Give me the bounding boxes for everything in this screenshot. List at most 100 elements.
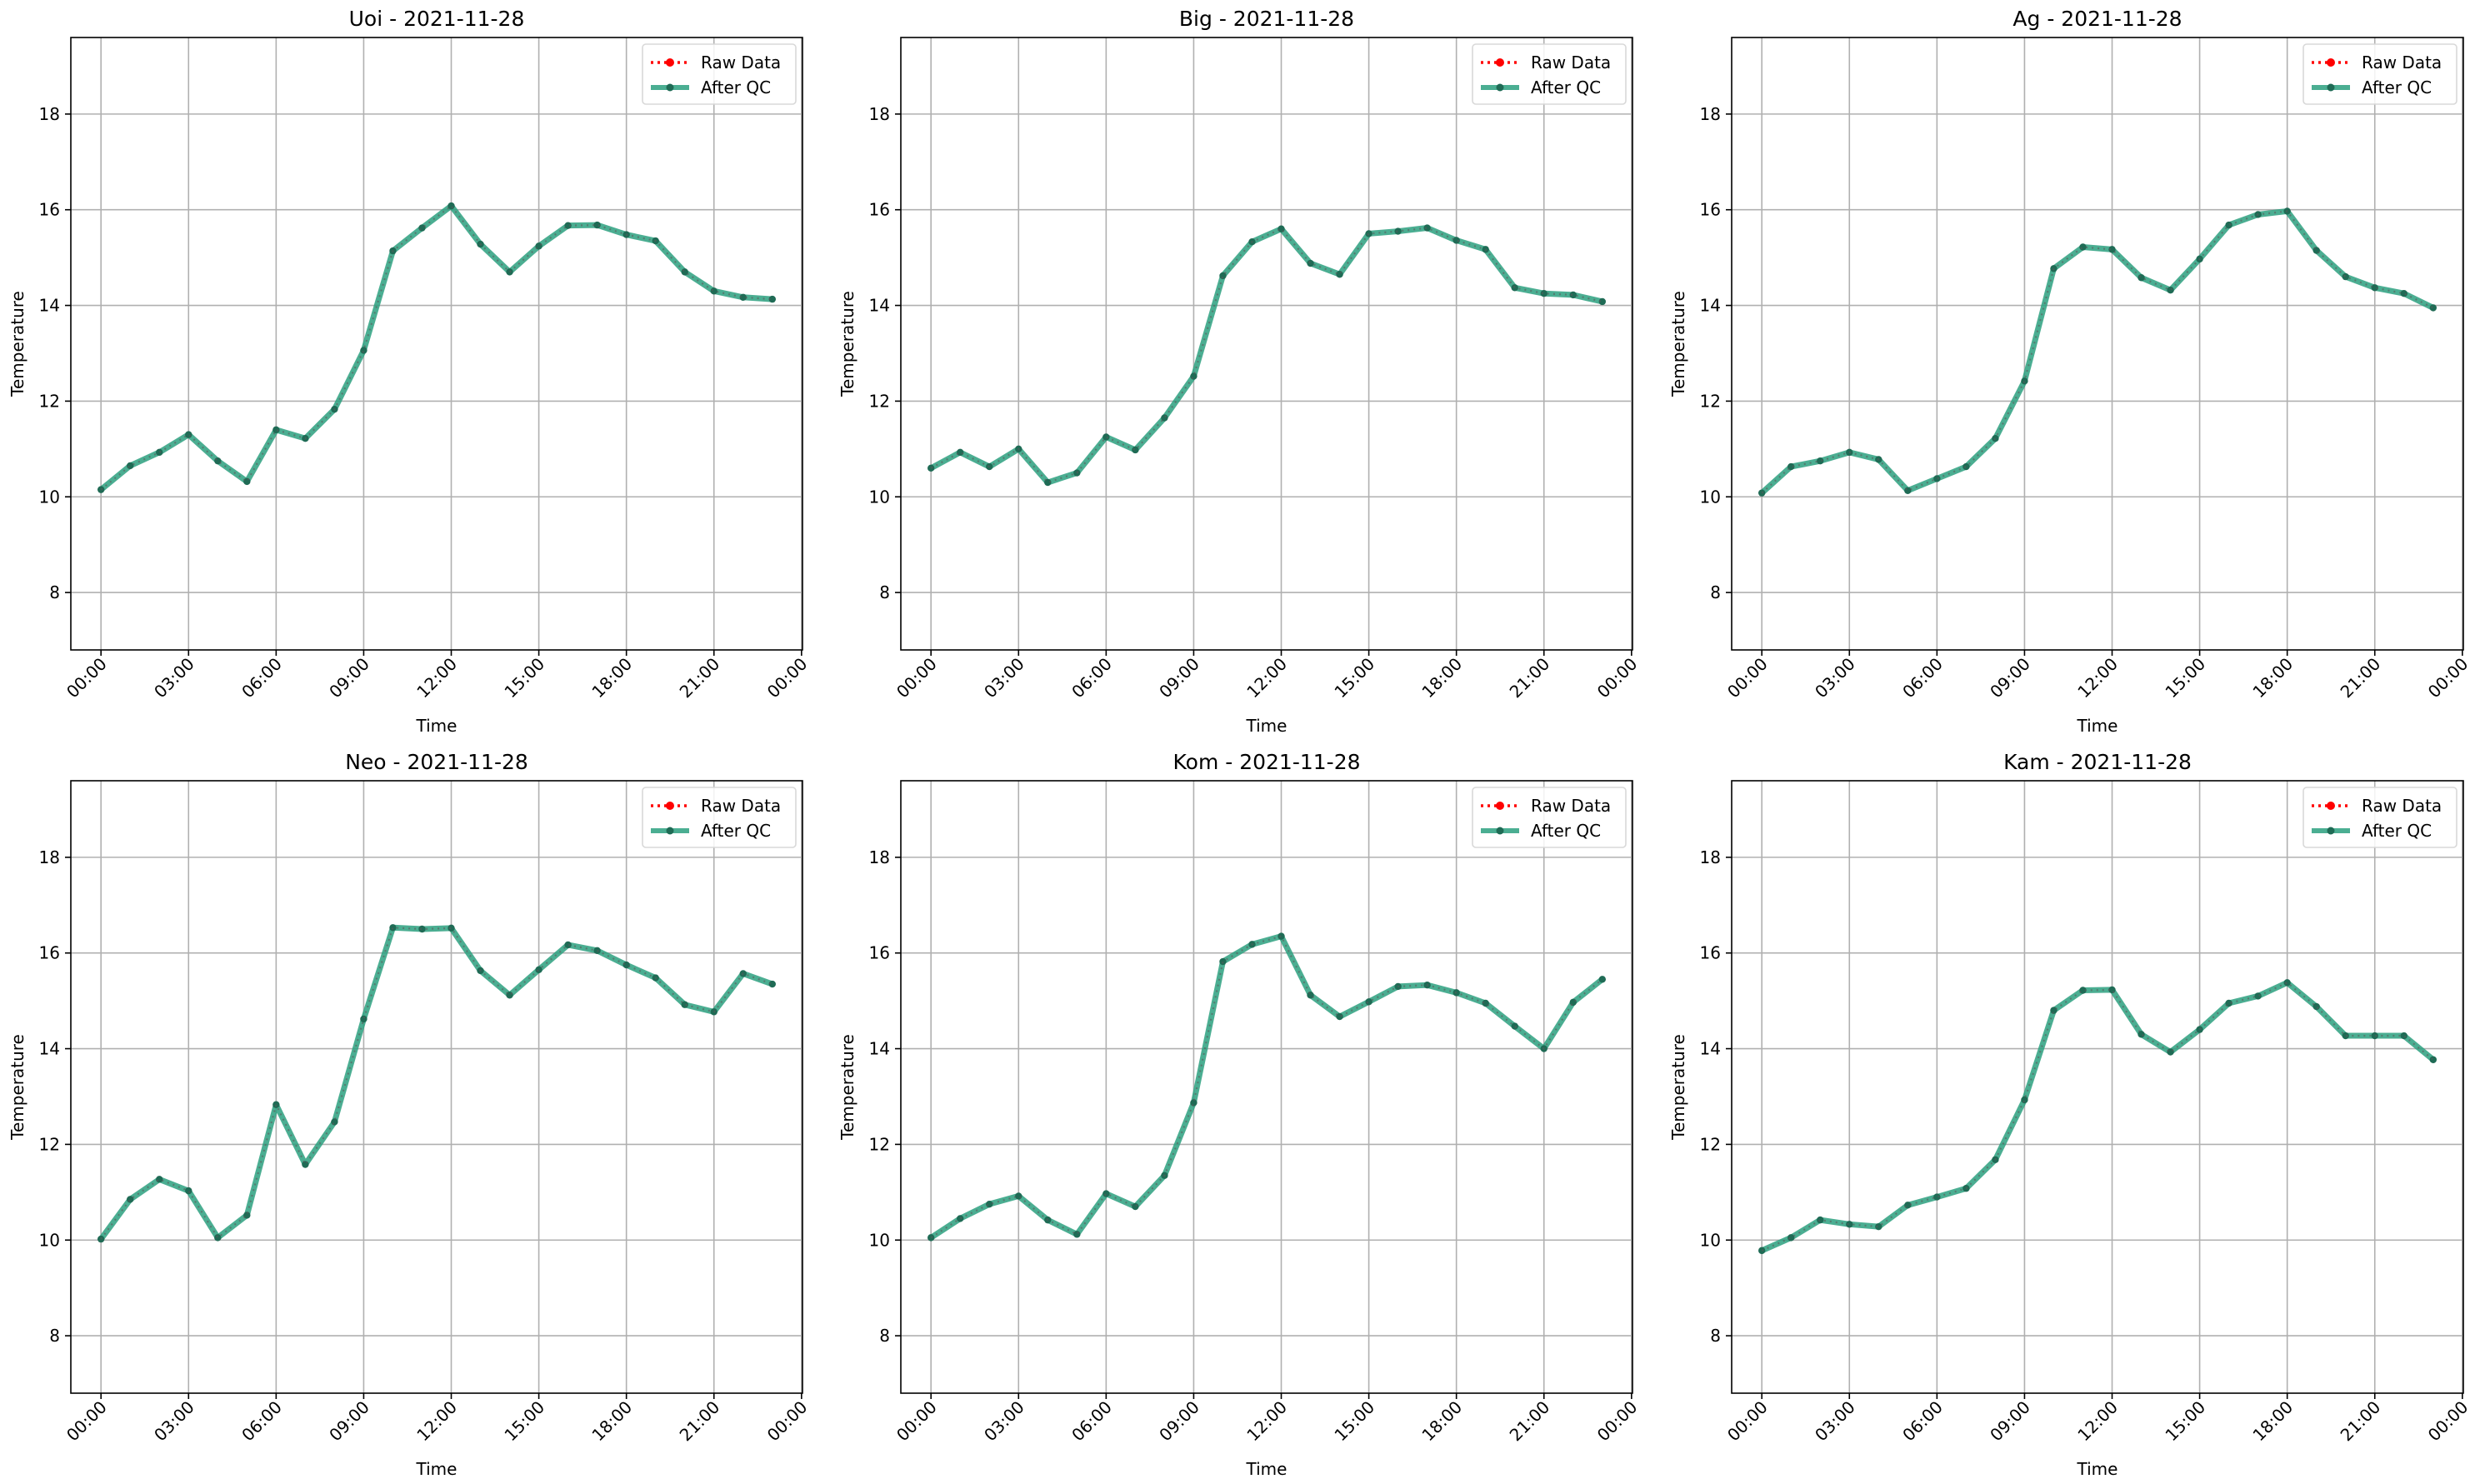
data-point-after-qc bbox=[2225, 221, 2232, 229]
x-tick-label: 00:00 bbox=[763, 1397, 812, 1446]
legend-label-after-qc: After QC bbox=[2362, 821, 2432, 841]
points-after-qc bbox=[97, 924, 777, 1243]
x-tick-label: 12:00 bbox=[1242, 1397, 1291, 1446]
data-point-after-qc bbox=[564, 222, 572, 229]
data-point-after-qc bbox=[1044, 478, 1052, 487]
legend: Raw Data After QC bbox=[1472, 787, 1627, 848]
series-line-raw-data bbox=[1761, 210, 2434, 494]
axes-frame bbox=[1731, 780, 2464, 1394]
points-after-qc bbox=[927, 932, 1607, 1242]
x-tick-label: 15:00 bbox=[2161, 1397, 2209, 1446]
x-tick-label: 15:00 bbox=[500, 654, 548, 702]
x-tick-label: 00:00 bbox=[1593, 1397, 1642, 1446]
series-line-after-qc bbox=[929, 225, 1603, 486]
x-tick-label: 06:00 bbox=[238, 1397, 286, 1446]
data-point-after-qc bbox=[535, 966, 542, 974]
y-tick-label: 12 bbox=[869, 391, 890, 411]
x-axis-label: Time bbox=[2077, 1459, 2118, 1479]
series-line-raw-data bbox=[930, 935, 1603, 1239]
data-point-after-qc bbox=[2021, 377, 2028, 385]
data-point-after-qc bbox=[1452, 237, 1460, 244]
series-line-after-qc bbox=[98, 924, 773, 1242]
series-line-after-qc bbox=[98, 202, 773, 492]
subplot-4: 8 10 12 14 16 18 00:00 03:00 06:00 09:00 12:00 15:0… bbox=[8, 750, 811, 1479]
x-tick-label: 09:00 bbox=[1155, 654, 1203, 702]
legend: Raw Data After QC bbox=[642, 787, 797, 848]
x-tick-label: 00:00 bbox=[1723, 654, 1772, 702]
data-point-after-qc bbox=[2283, 979, 2291, 987]
x-tick-label: 09:00 bbox=[1986, 654, 2034, 702]
y-tick-label: 12 bbox=[869, 1134, 890, 1154]
axes-frame bbox=[1731, 37, 2464, 651]
y-tick-label: 8 bbox=[879, 1326, 890, 1346]
data-point-after-qc bbox=[1875, 1222, 1882, 1231]
x-tick-label: 21:00 bbox=[676, 654, 724, 702]
x-tick-label: 18:00 bbox=[2248, 1397, 2297, 1446]
y-tick-label: 10 bbox=[1700, 1230, 1721, 1250]
points-after-qc bbox=[97, 202, 777, 493]
y-tick-label: 14 bbox=[39, 1039, 60, 1059]
legend-marker-after-qc bbox=[1496, 827, 1504, 835]
data-point-after-qc bbox=[389, 924, 397, 932]
data-point-after-qc bbox=[272, 1101, 280, 1108]
points-after-qc bbox=[1758, 979, 2438, 1255]
legend-marker-raw-data bbox=[2327, 802, 2335, 810]
y-tick-label: 14 bbox=[1700, 296, 1721, 316]
x-tick-label: 15:00 bbox=[1330, 1397, 1378, 1446]
x-tick-label: 00:00 bbox=[2424, 1397, 2472, 1446]
data-point-after-qc bbox=[2108, 246, 2116, 253]
x-tick-label: 18:00 bbox=[588, 654, 636, 702]
y-tick-label: 8 bbox=[1710, 582, 1721, 602]
y-axis-label: Temperature bbox=[838, 291, 858, 397]
x-axis-label: Time bbox=[2077, 716, 2118, 736]
y-tick-label: 18 bbox=[39, 104, 60, 124]
data-point-after-qc bbox=[1846, 1221, 1853, 1228]
data-point-after-qc bbox=[768, 980, 777, 988]
data-point-after-qc bbox=[1817, 457, 1824, 465]
x-tick-label: 09:00 bbox=[1986, 1397, 2034, 1446]
subplot-3: 8 10 12 14 16 18 00:00 03:00 06:00 09:00 12:00 15:0… bbox=[1668, 7, 2472, 736]
x-axis-label: Time bbox=[416, 716, 458, 736]
data-point-after-qc bbox=[1569, 291, 1577, 299]
data-point-after-qc bbox=[1394, 227, 1402, 235]
legend: Raw Data After QC bbox=[2302, 787, 2458, 848]
y-axis-label: Temperature bbox=[1668, 1034, 1688, 1141]
data-point-after-qc bbox=[1482, 999, 1489, 1007]
data-point-after-qc bbox=[506, 268, 513, 276]
x-tick-label: 00:00 bbox=[763, 654, 812, 702]
legend: Raw Data After QC bbox=[642, 43, 797, 105]
data-point-after-qc bbox=[1365, 230, 1372, 237]
data-point-after-qc bbox=[1190, 372, 1198, 380]
y-tick-label: 14 bbox=[869, 296, 890, 316]
data-point-after-qc bbox=[1598, 297, 1607, 306]
data-point-after-qc bbox=[1511, 1022, 1518, 1030]
y-tick-label: 10 bbox=[869, 487, 890, 507]
data-point-after-qc bbox=[622, 961, 630, 969]
y-tick-label: 16 bbox=[1700, 200, 1721, 220]
x-tick-label: 03:00 bbox=[980, 654, 1028, 702]
data-point-after-qc bbox=[957, 448, 964, 457]
legend: Raw Data After QC bbox=[2302, 43, 2458, 105]
subplot-title: Ag - 2021-11-28 bbox=[2012, 7, 2182, 31]
data-point-after-qc bbox=[185, 1187, 192, 1195]
series-line-after-qc bbox=[929, 933, 1604, 1241]
legend-label-raw-data: Raw Data bbox=[701, 52, 781, 72]
data-point-after-qc bbox=[1904, 487, 1912, 494]
x-tick-label: 00:00 bbox=[1593, 654, 1642, 702]
data-point-after-qc bbox=[1102, 433, 1110, 441]
data-point-after-qc bbox=[331, 1118, 338, 1126]
grid bbox=[901, 37, 1632, 650]
y-axis-label: Temperature bbox=[8, 1034, 28, 1141]
data-point-after-qc bbox=[710, 287, 718, 295]
y-tick-label: 12 bbox=[39, 1134, 60, 1154]
x-tick-label: 03:00 bbox=[1811, 1397, 1859, 1446]
y-tick-label: 10 bbox=[39, 487, 60, 507]
y-axis-label: Temperature bbox=[8, 291, 28, 397]
data-point-after-qc bbox=[2400, 1032, 2408, 1040]
y-tick-label: 18 bbox=[1700, 847, 1721, 867]
series-line-after-qc bbox=[1759, 207, 2435, 496]
axes-frame bbox=[900, 780, 1633, 1394]
x-tick-label: 12:00 bbox=[2073, 1397, 2122, 1446]
series-line-raw-data bbox=[1761, 982, 2434, 1252]
